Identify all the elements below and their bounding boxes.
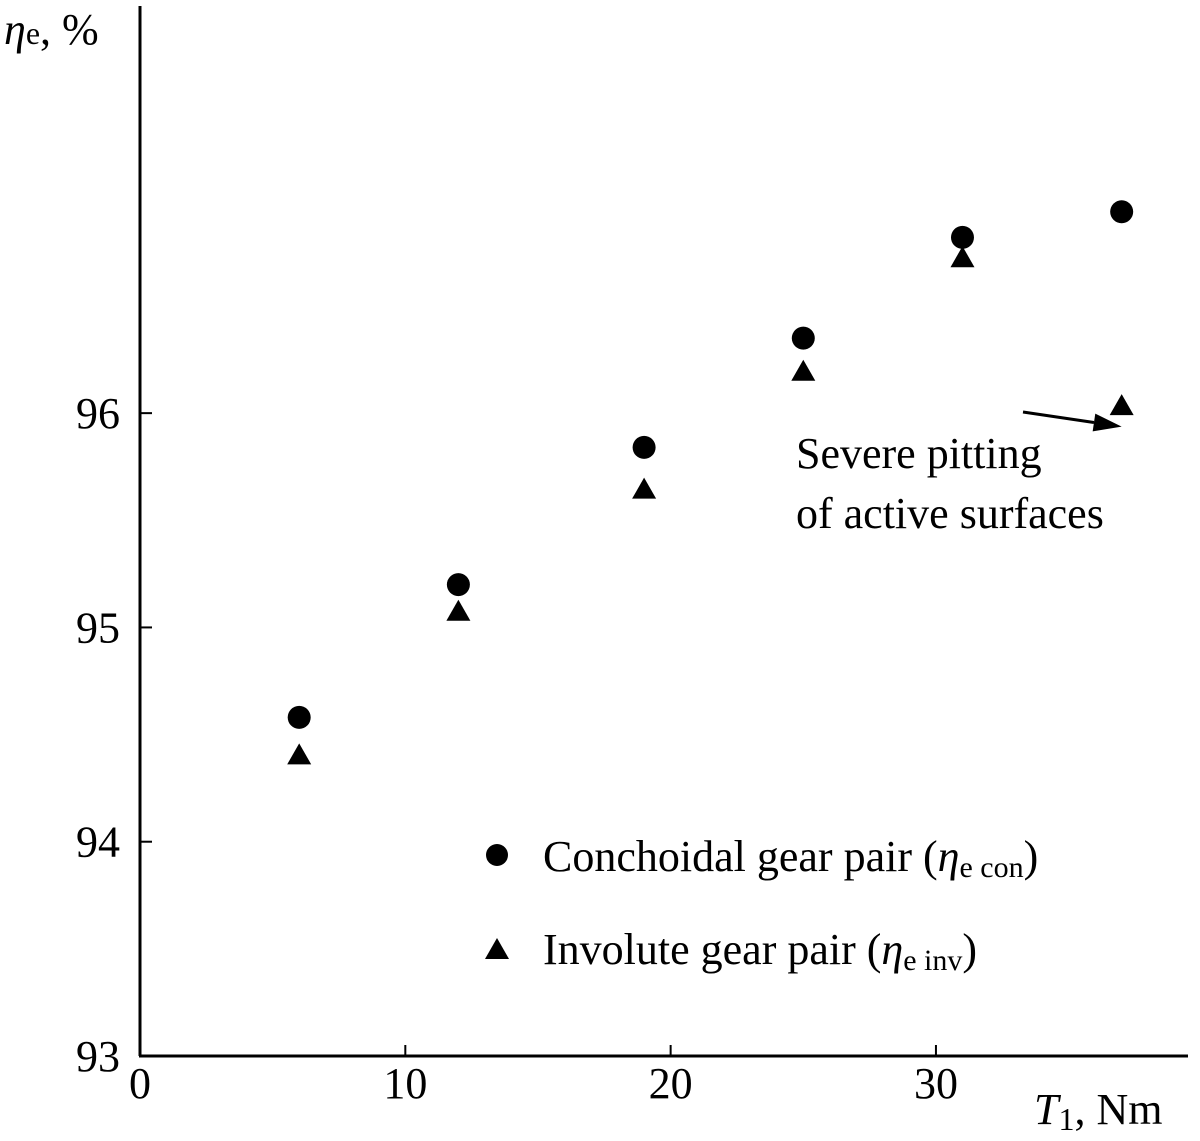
legend-conchoidal-subscript: e con <box>959 851 1023 884</box>
data-point-conchoidal <box>950 225 974 249</box>
y-tick-label: 95 <box>76 603 120 652</box>
legend-conchoidal-label: Conchoidal gear pair ( <box>543 832 938 881</box>
legend: Conchoidal gear pair (ηe con) Involute g… <box>485 832 1038 977</box>
data-marks <box>287 200 1134 765</box>
x-axis-ticks: 0 10 20 30 <box>129 1045 958 1108</box>
data-point-conchoidal <box>1110 200 1134 224</box>
legend-entry-involute: Involute gear pair (ηe inv) <box>543 925 977 977</box>
legend-involute-close: ) <box>962 925 977 974</box>
legend-triangle-marker <box>485 938 509 959</box>
x-axis-title-symbol: T <box>1034 1085 1062 1134</box>
y-tick-label: 94 <box>76 818 120 867</box>
data-point-involute <box>632 477 657 499</box>
y-tick-label: 96 <box>76 389 120 438</box>
legend-involute-label: Involute gear pair ( <box>543 925 881 974</box>
x-tick-label: 20 <box>649 1059 693 1108</box>
legend-conchoidal-close: ) <box>1024 832 1039 881</box>
legend-involute-symbol: η <box>881 925 903 974</box>
legend-involute-subscript: e inv <box>903 944 962 977</box>
data-point-conchoidal <box>287 705 311 729</box>
legend-conchoidal-symbol: η <box>938 832 960 881</box>
annotation-line-2: of active surfaces <box>796 489 1104 538</box>
y-tick-label: 93 <box>76 1032 120 1081</box>
x-axis-title-subscript: 1 <box>1058 1101 1074 1137</box>
y-axis-title-subscript: e <box>26 15 40 51</box>
annotation-arrowhead <box>1092 413 1122 432</box>
data-point-conchoidal <box>446 573 470 597</box>
y-axis-ticks: 93 94 95 96 <box>76 389 152 1081</box>
annotation: Severe pitting of active surfaces <box>796 410 1122 538</box>
data-point-involute <box>287 743 312 765</box>
x-tick-label: 10 <box>383 1059 427 1108</box>
x-axis-title: T1, Nm <box>1034 1085 1162 1137</box>
legend-entry-conchoidal: Conchoidal gear pair (ηe con) <box>543 832 1038 884</box>
annotation-line-1: Severe pitting <box>796 429 1042 478</box>
data-point-involute <box>446 599 471 621</box>
data-point-involute <box>791 359 816 381</box>
x-axis-title-unit: , Nm <box>1074 1085 1162 1134</box>
data-point-involute <box>1109 394 1134 416</box>
data-point-conchoidal <box>632 435 656 459</box>
data-point-involute <box>950 246 975 268</box>
x-tick-label: 0 <box>129 1059 151 1108</box>
x-tick-label: 30 <box>914 1059 958 1108</box>
y-axis-title-unit: , % <box>40 5 99 54</box>
y-axis-title: ηe, % <box>4 5 99 54</box>
annotation-arrow <box>1022 410 1095 424</box>
y-axis-title-symbol: η <box>4 5 26 54</box>
legend-circle-marker <box>486 844 508 866</box>
data-point-conchoidal <box>791 326 815 350</box>
